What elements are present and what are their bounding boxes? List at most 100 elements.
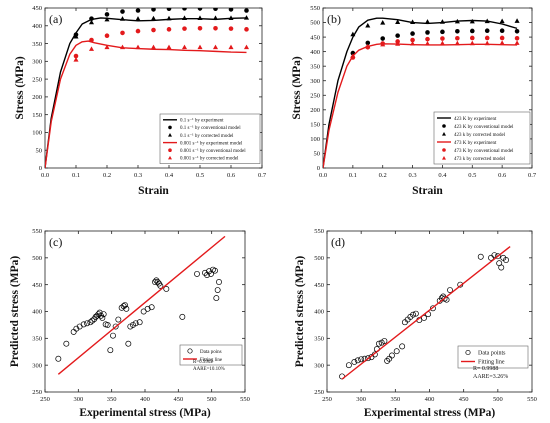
y-tick-label: 550 [32,228,42,235]
data-point [380,20,386,25]
data-point [216,279,222,285]
panel-label: (d) [331,235,345,249]
data-point [144,305,151,312]
y-tick-label: 500 [314,255,324,262]
data-point [410,31,415,36]
data-point [214,287,221,293]
data-point [484,40,490,46]
x-tick-label: 500 [493,396,503,403]
legend-box [433,111,531,165]
y-tick-label: 550 [314,228,324,235]
data-point [88,46,95,51]
legend-marker-swatch [187,348,193,354]
series-line [323,43,518,168]
y-axis-label: Stress (MPa) [14,56,26,120]
series-points [339,252,509,380]
y-tick-label: 450 [32,5,42,12]
y-tick-label: 500 [310,20,320,27]
x-tick-label: 0.7 [528,172,537,179]
x-tick-label: 0.5 [196,172,204,179]
data-point [152,279,158,285]
legend-label: Fitting line [478,359,505,365]
data-point [157,282,164,289]
data-point [182,8,187,11]
x-tick-label: 300 [356,396,366,403]
data-point [73,325,80,332]
legend-box [457,345,529,369]
y-tick-label: 0 [39,165,42,172]
data-point [410,311,417,318]
data-point [80,321,87,328]
y-tick-label: 550 [310,5,320,12]
data-point [166,15,172,21]
data-point [163,286,170,292]
data-point [429,305,436,312]
data-point [424,19,431,24]
data-point [89,37,94,43]
data-point [119,44,126,50]
data-point [484,35,490,41]
data-point [388,352,395,359]
data-point [469,40,475,46]
data-point [89,317,96,324]
data-point [73,33,79,39]
y-tick-label: 0 [317,165,320,172]
series-points [350,40,520,59]
legend-label: 423 K by conventional model [454,125,514,130]
data-point [228,44,234,50]
data-point [84,320,90,327]
plot-area [45,8,250,168]
legend-label: 423 k by corrected model [454,133,506,138]
data-point [345,362,352,369]
data-point [104,44,110,50]
data-point [244,8,249,13]
plot-frame [322,7,533,169]
data-point [151,8,156,12]
legend-marker-swatch [168,133,172,137]
stat-annotation: R= 0.9988 [473,366,498,372]
x-tick-label: 0.3 [409,172,417,179]
legend-label: Data poins [200,350,222,355]
data-point [425,36,430,42]
y-tick-label: 250 [32,389,42,396]
series-line [45,17,247,168]
panel-label: (b) [327,12,341,26]
data-point [119,16,126,21]
legend-marker-swatch [465,349,471,356]
data-point [424,40,431,46]
data-point [104,16,110,22]
x-tick-label: 0.7 [258,172,267,179]
data-point [365,355,371,362]
data-point [410,37,415,43]
legend-label: Fitting line [200,358,223,363]
data-point [244,27,249,32]
y-tick-label: 350 [32,41,42,48]
data-point [228,8,234,12]
data-point [55,355,62,362]
x-tick-label: 450 [459,396,469,403]
y-tick-label: 400 [310,49,320,56]
data-point [104,12,110,17]
data-point [112,323,119,330]
data-point [73,57,79,62]
data-point [350,53,356,59]
data-point [197,25,203,31]
data-point [213,8,218,12]
series-points [350,18,520,37]
y-tick-label: 450 [314,282,324,289]
series-points [55,266,222,362]
y-tick-label: 400 [32,23,42,30]
data-point [375,340,382,347]
data-point [135,8,141,13]
x-axis-label: Strain [138,185,169,197]
data-point [202,269,208,276]
x-tick-label: 0.4 [438,172,447,179]
data-point [514,18,520,23]
x-axis-label: Strain [412,185,443,197]
data-point [166,27,172,32]
legend-label: 0.001 s⁻¹ by experiment model [180,140,243,146]
legend-label: 0.001 s⁻¹ by corrected model [180,156,239,162]
data-point [498,264,505,271]
x-tick-label: 0.1 [72,172,80,179]
data-point [454,18,460,24]
